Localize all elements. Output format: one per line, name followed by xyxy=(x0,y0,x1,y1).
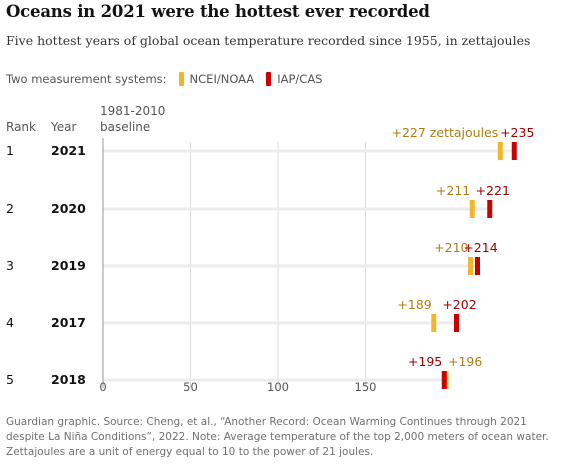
legend-swatch-iap xyxy=(266,72,272,86)
rank-label: 3 xyxy=(6,258,14,273)
iap-value-label: +214 xyxy=(463,240,497,255)
noaa-value-label: +227 zettajoules xyxy=(392,125,499,140)
year-label: 2018 xyxy=(51,372,86,387)
noaa-marker xyxy=(497,142,503,160)
year-label: 2021 xyxy=(51,143,86,158)
legend-swatch-noaa xyxy=(178,72,184,86)
chart-plot: Rank Year 1981-2010 baseline 1 2021 +227 z… xyxy=(6,104,534,394)
baseline-label-line2: baseline xyxy=(100,120,150,134)
chart-title: Oceans in 2021 were the hottest ever rec… xyxy=(6,2,430,21)
noaa-value-label: +210 xyxy=(434,240,468,255)
noaa-value-label: +189 xyxy=(397,297,431,312)
rank-label: 2 xyxy=(6,201,14,216)
rank-label: 1 xyxy=(6,143,14,158)
iap-value-label: +235 xyxy=(500,125,534,140)
iap-value-label: +195 xyxy=(408,354,442,369)
rank-header: Rank xyxy=(6,120,36,134)
x-tick-label: 100 xyxy=(267,380,289,394)
baseline-label-line1: 1981-2010 xyxy=(100,104,165,118)
iap-value-label: +202 xyxy=(442,297,476,312)
year-label: 2020 xyxy=(51,201,86,216)
chart-subtitle: Five hottest years of global ocean tempe… xyxy=(6,33,531,48)
rank-label: 5 xyxy=(6,372,14,387)
legend-label-noaa: NCEI/NOAA xyxy=(189,72,255,86)
x-tick-label: 150 xyxy=(355,380,377,394)
iap-marker xyxy=(475,257,480,275)
iap-marker xyxy=(511,142,517,160)
noaa-marker xyxy=(431,314,437,332)
year-label: 2019 xyxy=(51,258,86,273)
iap-value-label: +221 xyxy=(476,183,510,198)
noaa-marker xyxy=(468,257,473,275)
legend: Two measurement systems: NCEI/NOAA IAP/C… xyxy=(6,71,322,87)
noaa-marker xyxy=(469,200,475,218)
x-tick-label: 0 xyxy=(99,380,106,394)
noaa-value-label: +211 xyxy=(436,183,470,198)
iap-marker xyxy=(441,371,447,389)
year-header: Year xyxy=(50,120,76,134)
footer-note: Guardian graphic. Source: Cheng, et al.,… xyxy=(6,416,549,458)
x-tick-label: 50 xyxy=(183,380,198,394)
noaa-value-label: +196 xyxy=(448,354,482,369)
iap-marker xyxy=(487,200,493,218)
year-label: 2017 xyxy=(51,315,86,330)
legend-label-iap: IAP/CAS xyxy=(277,72,323,86)
iap-marker xyxy=(454,314,459,332)
rank-label: 4 xyxy=(6,315,14,330)
legend-prefix: Two measurement systems: xyxy=(6,72,167,86)
